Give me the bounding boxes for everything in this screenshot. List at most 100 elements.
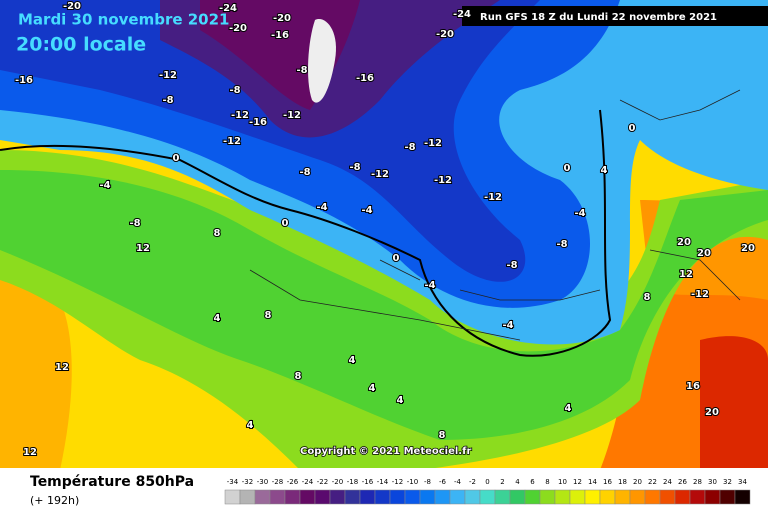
contour-label: -20 <box>436 29 454 40</box>
contour-label: -8 <box>404 142 415 153</box>
contour-label: 4 <box>397 395 404 406</box>
run-label: Run GFS 18 Z du Lundi 22 novembre 2021 <box>480 12 717 23</box>
scale-swatch <box>404 489 421 505</box>
scale-label: 24 <box>663 478 672 486</box>
scale-swatch <box>434 489 451 505</box>
scale-label: 4 <box>515 478 520 486</box>
scale-label: -20 <box>332 478 343 486</box>
contour-label: 12 <box>679 269 693 280</box>
contour-label: -4 <box>361 205 372 216</box>
scale-label: 28 <box>693 478 702 486</box>
greenland <box>308 19 336 103</box>
contour-label: -4 <box>424 280 435 291</box>
scale-label: 20 <box>633 478 642 486</box>
scale-label: -12 <box>392 478 403 486</box>
contour-label: -8 <box>349 162 360 173</box>
contour-label: -16 <box>15 75 33 86</box>
scale-swatch <box>464 489 481 505</box>
contour-label: -16 <box>356 73 374 84</box>
scale-swatch <box>254 489 271 505</box>
scale-swatch <box>374 489 391 505</box>
scale-swatch <box>524 489 541 505</box>
scale-swatch <box>644 489 661 505</box>
contour-label: -8 <box>229 85 240 96</box>
scale-swatch <box>539 489 556 505</box>
scale-swatch <box>449 489 466 505</box>
scale-swatch <box>599 489 616 505</box>
scale-swatch <box>719 489 736 505</box>
scale-label: 16 <box>603 478 612 486</box>
contour-label: -8 <box>506 260 517 271</box>
scale-label: 18 <box>618 478 627 486</box>
scale-label: -8 <box>424 478 431 486</box>
contour-label: -16 <box>249 117 267 128</box>
warm-area <box>0 266 72 470</box>
scale-label: -4 <box>454 478 462 486</box>
scale-swatch <box>554 489 571 505</box>
scale-swatch <box>674 489 691 505</box>
scale-label: 32 <box>723 478 732 486</box>
scale-label: -24 <box>302 478 314 486</box>
contour-label: -20 <box>229 23 247 34</box>
scale-swatch <box>629 489 646 505</box>
contour-label: -12 <box>159 70 177 81</box>
contour-label: 20 <box>741 243 755 254</box>
scale-swatch <box>389 489 406 505</box>
scale-label: -2 <box>469 478 476 486</box>
warm-area <box>700 336 768 470</box>
scale-label: 14 <box>588 478 597 486</box>
time-label: 20:00 locale <box>16 34 146 56</box>
scale-swatch <box>359 489 376 505</box>
contour-label: 4 <box>247 420 254 431</box>
mild-area <box>0 170 768 440</box>
scale-label: -18 <box>347 478 358 486</box>
scale-swatch <box>569 489 586 505</box>
contour-label: 16 <box>686 381 700 392</box>
scale-label: 22 <box>648 478 657 486</box>
contour-label: 0 <box>564 163 571 174</box>
contour-label: -12 <box>371 169 389 180</box>
scale-label: -32 <box>242 478 253 486</box>
scale-label: -22 <box>317 478 328 486</box>
scale-label: 8 <box>545 478 549 486</box>
scale-swatch <box>239 489 256 505</box>
contour-label: -4 <box>316 202 327 213</box>
contour-label: 12 <box>55 362 69 373</box>
contour-label: 4 <box>369 383 376 394</box>
contour-label: -12 <box>424 138 442 149</box>
scale-swatch <box>659 489 676 505</box>
scale-label: -30 <box>257 478 268 486</box>
contour-label: -8 <box>129 218 140 229</box>
contour-label: -8 <box>296 65 307 76</box>
contour-label: -12 <box>231 110 249 121</box>
scale-swatch <box>494 489 511 505</box>
contour-label: 8 <box>214 228 221 239</box>
scale-swatch <box>299 489 316 505</box>
scale-label: 6 <box>530 478 535 486</box>
scale-label: 0 <box>485 478 489 486</box>
contour-label: 8 <box>265 310 272 321</box>
contour-label: -12 <box>691 289 709 300</box>
contour-label: 4 <box>214 313 221 324</box>
scale-label: -14 <box>377 478 389 486</box>
scale-swatch <box>329 489 346 505</box>
contour-label: -16 <box>271 30 289 41</box>
contour-label: 20 <box>677 237 691 248</box>
scale-label: 26 <box>678 478 687 486</box>
scale-label: -16 <box>362 478 374 486</box>
scale-swatch <box>284 489 301 505</box>
contour-label: -24 <box>219 3 237 14</box>
scale-swatch <box>224 489 241 505</box>
contour-label: 0 <box>393 253 400 264</box>
borders <box>249 89 741 341</box>
contour-label: -20 <box>273 13 291 24</box>
contour-label: -8 <box>299 167 310 178</box>
contour-label: -12 <box>223 136 241 147</box>
contour-label: 8 <box>439 430 446 441</box>
run-box <box>462 6 768 26</box>
legend-lead: (+ 192h) <box>30 494 79 507</box>
scale-label: 34 <box>738 478 747 486</box>
contour-label: -4 <box>502 320 513 331</box>
contour-label: 8 <box>295 371 302 382</box>
